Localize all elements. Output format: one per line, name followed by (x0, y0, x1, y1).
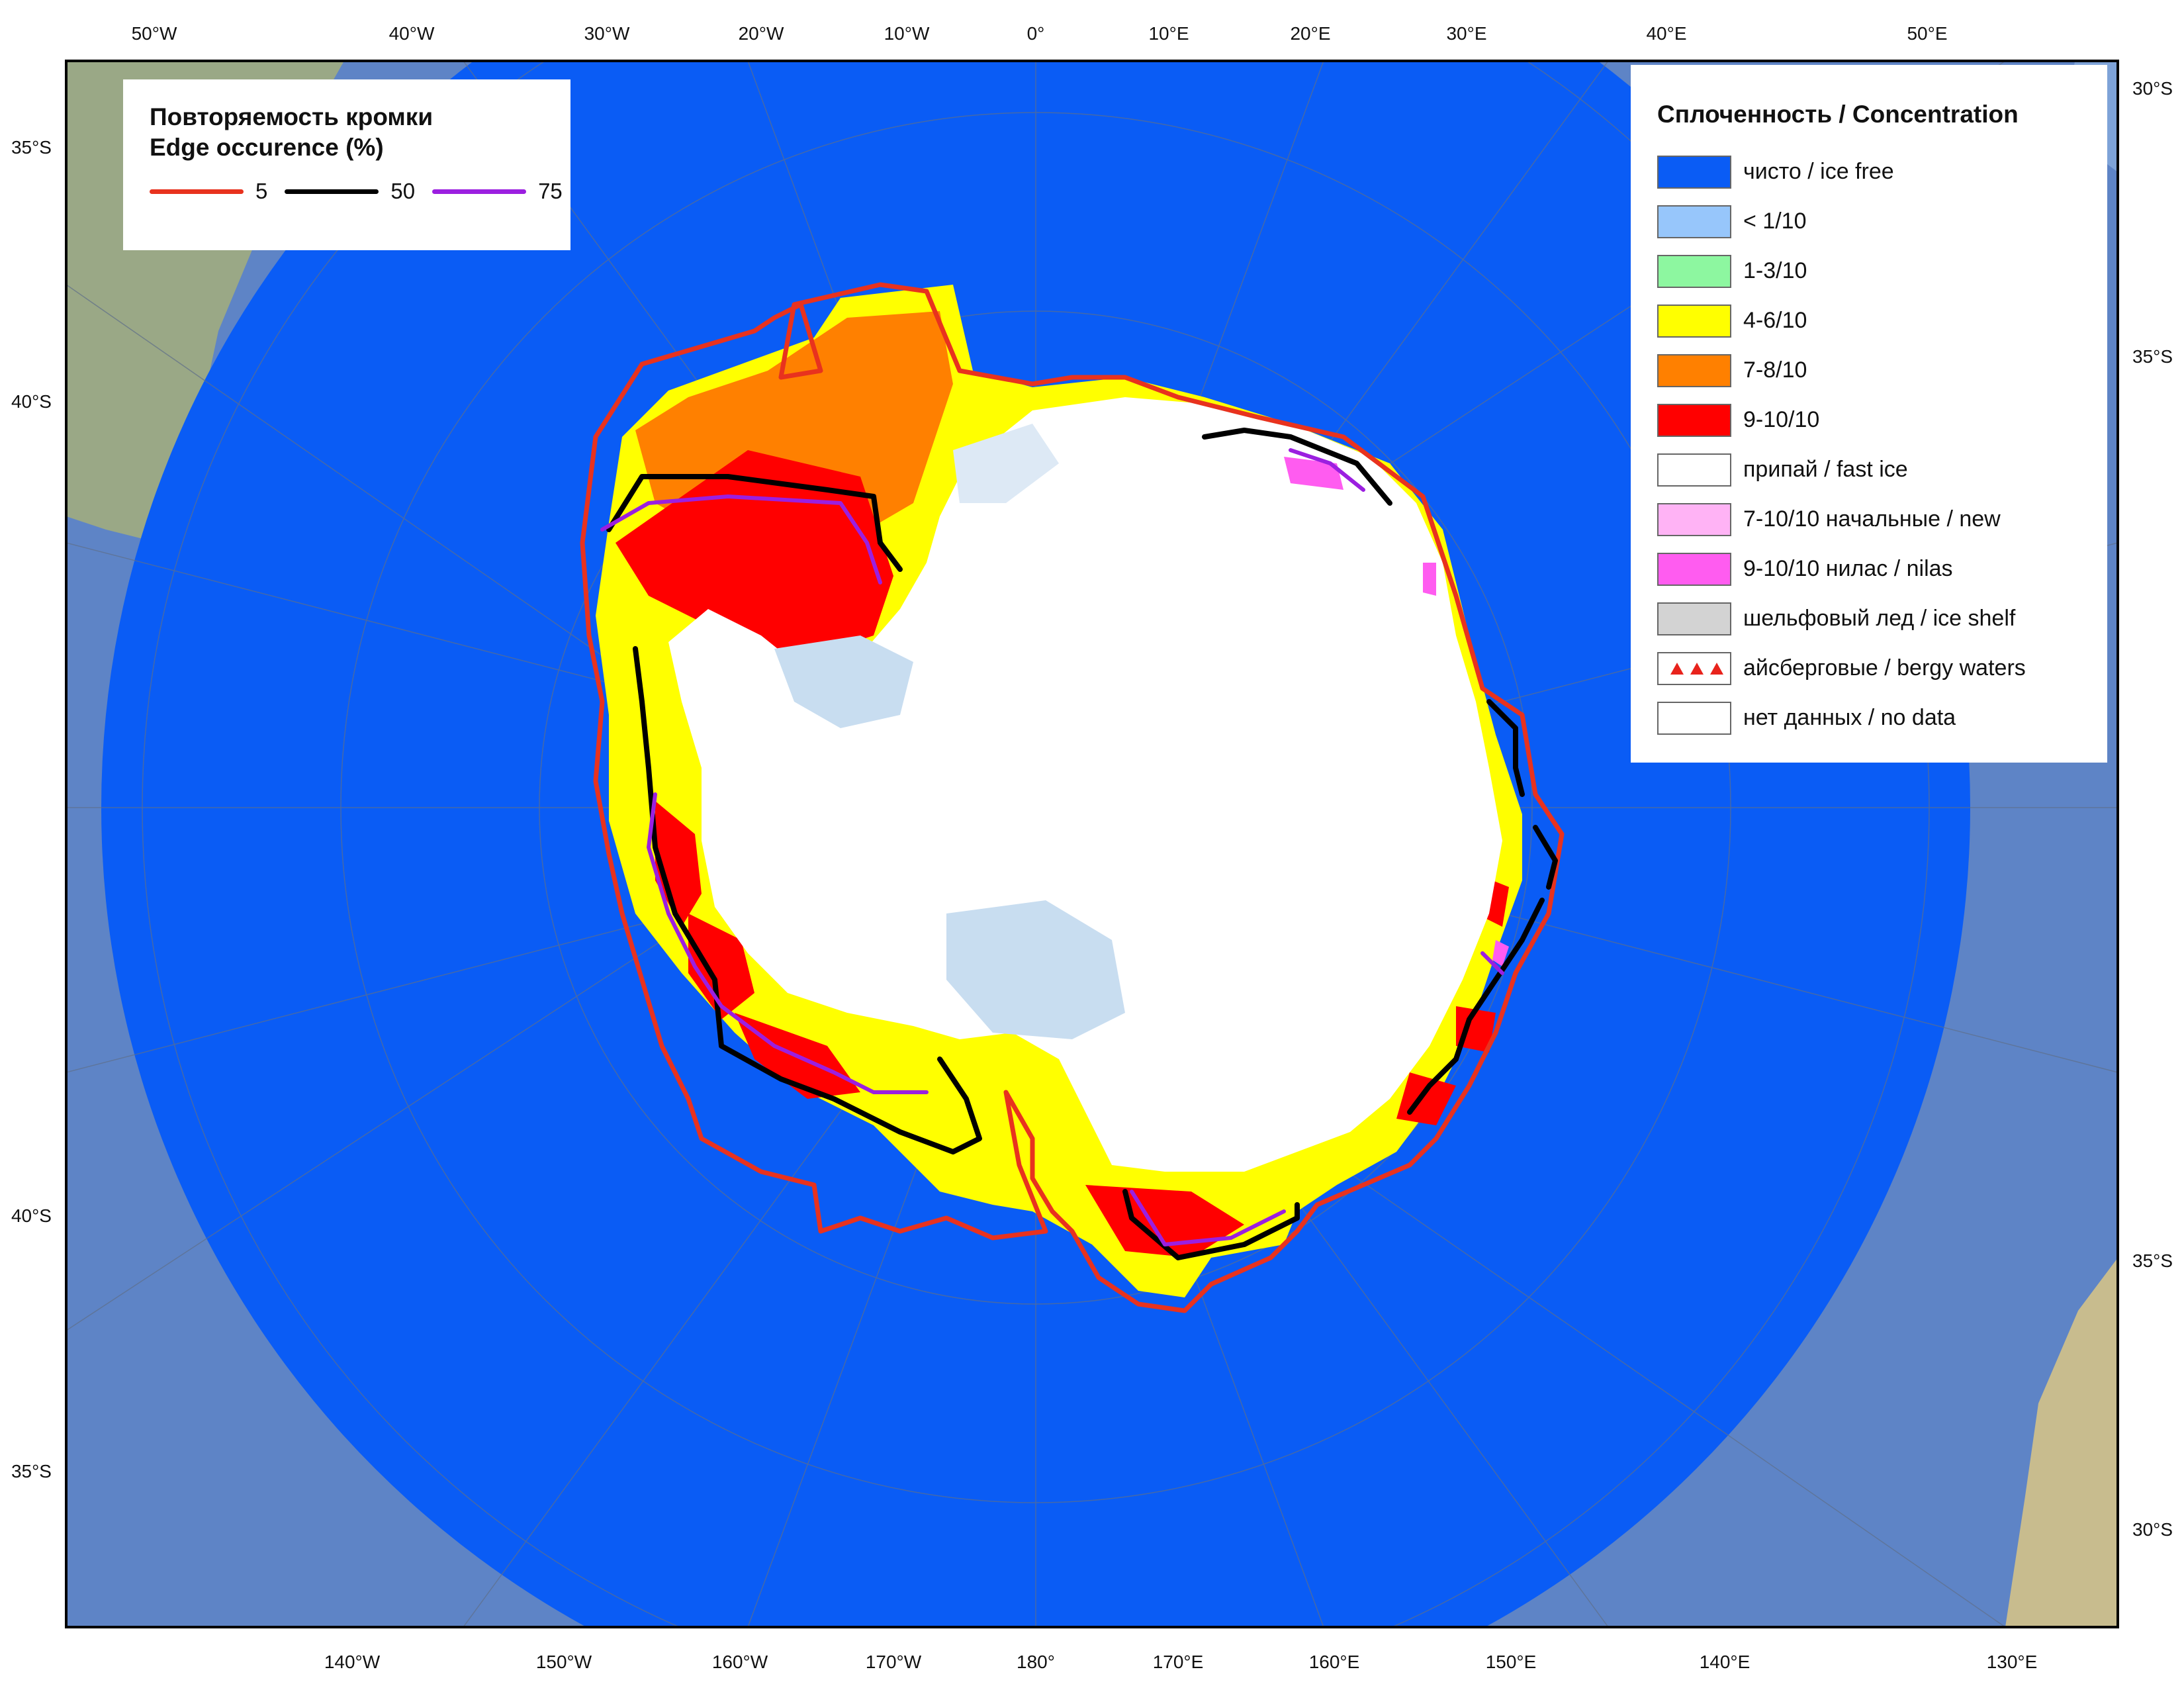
fast-ice-hatch-swatch (1657, 453, 1731, 487)
bergy-waters-triangles-swatch (1657, 651, 1731, 685)
top-lon-label: 0° (1027, 23, 1045, 44)
top-lon-label: 40°W (389, 23, 435, 44)
color-swatch (1657, 205, 1731, 238)
color-swatch (1657, 552, 1731, 586)
bottom-longitude-labels: 140°W 150°W 160°W 170°W 180° 170°E 160°E 150°E 1… (324, 1652, 2037, 1672)
top-lon-label: 50°E (1907, 23, 1947, 44)
color-swatch (1657, 353, 1731, 387)
bottom-lon-label: 140°W (324, 1652, 381, 1672)
concentration-legend-item: айсберговые / bergy waters (1657, 643, 2082, 693)
concentration-legend-item: припай / fast ice (1657, 445, 2082, 494)
bottom-lon-label: 180° (1017, 1652, 1055, 1672)
color-swatch (1657, 155, 1731, 189)
concentration-legend-item: < 1/10 (1657, 197, 2082, 246)
top-lon-label: 20°E (1290, 23, 1330, 44)
bottom-lon-label: 170°W (866, 1652, 922, 1672)
concentration-legend-label: 7-8/10 (1743, 357, 1807, 383)
concentration-legend-title: Сплоченность / Concentration (1657, 101, 2019, 128)
antarctica-no-data (668, 397, 1502, 1172)
edge-legend-item: 75 (432, 179, 563, 204)
concentration-legend-label: 4-6/10 (1743, 308, 1807, 333)
edge-legend-items: 5 50 75 (150, 179, 563, 204)
top-lon-label: 20°W (739, 23, 784, 44)
nilas-ice (1284, 457, 1509, 966)
bottom-lon-label: 140°E (1700, 1652, 1751, 1672)
top-lon-label: 10°W (884, 23, 930, 44)
concentration-legend-label: нет данных / no data (1743, 705, 1956, 730)
bottom-lon-label: 160°W (712, 1652, 768, 1672)
concentration-legend-label: шельфовый лед / ice shelf (1743, 606, 2016, 631)
right-latitude-labels: 30°S 35°S 35°S 30°S (2132, 78, 2173, 1540)
concentration-legend-item: 1-3/10 (1657, 246, 2082, 296)
left-lat-label: 40°S (11, 391, 52, 412)
top-lon-label: 50°W (132, 23, 177, 44)
concentration-legend-label: 9-10/10 нилас / nilas (1743, 556, 1953, 581)
concentration-legend-label: припай / fast ice (1743, 457, 1908, 482)
top-lon-label: 30°W (584, 23, 630, 44)
left-lat-label: 35°S (11, 137, 52, 158)
triangle-icon (1690, 662, 1704, 675)
color-swatch (1657, 701, 1731, 735)
edge-line-swatch (285, 189, 379, 194)
concentration-legend-label: 9-10/10 (1743, 407, 1820, 432)
concentration-legend-label: айсберговые / bergy waters (1743, 655, 2026, 680)
edge-legend-label: 75 (538, 179, 563, 203)
right-lat-label: 35°S (2132, 346, 2173, 367)
concentration-legend-item: 9-10/10 нилас / nilas (1657, 544, 2082, 594)
edge-legend-item: 5 (150, 179, 267, 204)
edge-legend-title-ru: Повторяемость кромки (150, 103, 433, 130)
concentration-legend-label: чисто / ice free (1743, 159, 1894, 184)
color-swatch (1657, 304, 1731, 338)
edge-legend-label: 50 (390, 179, 416, 203)
coastal-ice (953, 424, 1059, 503)
concentration-legend-item: 7-8/10 (1657, 346, 2082, 395)
ross-ice-shelf (946, 900, 1125, 1039)
edge-legend-item: 50 (285, 179, 415, 204)
concentration-legend-item: 4-6/10 (1657, 296, 2082, 346)
color-swatch (1657, 602, 1731, 635)
concentration-legend-items: чисто / ice free < 1/10 1-3/10 4-6/10 7-8/10… (1657, 147, 2082, 743)
right-lat-label: 35°S (2132, 1250, 2173, 1271)
edge-legend-title-en: Edge occurence (%) (150, 134, 384, 161)
color-swatch (1657, 403, 1731, 437)
top-lon-label: 10°E (1148, 23, 1189, 44)
edge-line-swatch (432, 189, 527, 194)
edge-legend-label: 5 (255, 179, 268, 203)
color-swatch (1657, 502, 1731, 536)
edge-50-percent (606, 428, 1558, 1260)
edge-occurrence-legend: Повторяемость кромки Edge occurence (%) … (123, 79, 570, 250)
concentration-legend: Сплоченность / Concentration чисто / ice… (1631, 65, 2107, 763)
bottom-lon-label: 150°E (1486, 1652, 1537, 1672)
bottom-lon-label: 150°W (536, 1652, 592, 1672)
australia-land (2005, 1258, 2118, 1627)
left-lat-label: 40°S (11, 1205, 52, 1226)
concentration-legend-item: шельфовый лед / ice shelf (1657, 594, 2082, 643)
left-latitude-labels: 35°S 40°S 40°S 35°S (11, 137, 52, 1481)
right-lat-label: 30°S (2132, 1519, 2173, 1540)
concentration-legend-label: 7-10/10 начальные / new (1743, 506, 2001, 532)
bottom-lon-label: 160°E (1309, 1652, 1360, 1672)
map-frame (65, 60, 2119, 1628)
bottom-lon-label: 170°E (1153, 1652, 1204, 1672)
edge-5-percent (580, 282, 1565, 1313)
top-lon-label: 30°E (1446, 23, 1486, 44)
top-longitude-labels: 50°W 40°W 30°W 20°W 10°W 0° 10°E 20°E 30°E 40°E 50… (132, 23, 1948, 44)
concentration-legend-item: нет данных / no data (1657, 693, 2082, 743)
edge-line-swatch (150, 189, 244, 194)
concentration-legend-label: < 1/10 (1743, 209, 1807, 234)
edge-75-percent (600, 448, 1504, 1246)
triangle-icon (1710, 662, 1723, 675)
top-lon-label: 40°E (1646, 23, 1686, 44)
right-lat-label: 30°S (2132, 78, 2173, 99)
bottom-lon-label: 130°E (1987, 1652, 2038, 1672)
color-swatch (1657, 254, 1731, 288)
concentration-legend-item: 7-10/10 начальные / new (1657, 494, 2082, 544)
left-lat-label: 35°S (11, 1461, 52, 1481)
concentration-legend-item: 9-10/10 (1657, 395, 2082, 445)
concentration-legend-label: 1-3/10 (1743, 258, 1807, 283)
weddell-ice-shelf (774, 635, 913, 728)
triangle-icon (1670, 662, 1684, 675)
concentration-legend-item: чисто / ice free (1657, 147, 2082, 197)
